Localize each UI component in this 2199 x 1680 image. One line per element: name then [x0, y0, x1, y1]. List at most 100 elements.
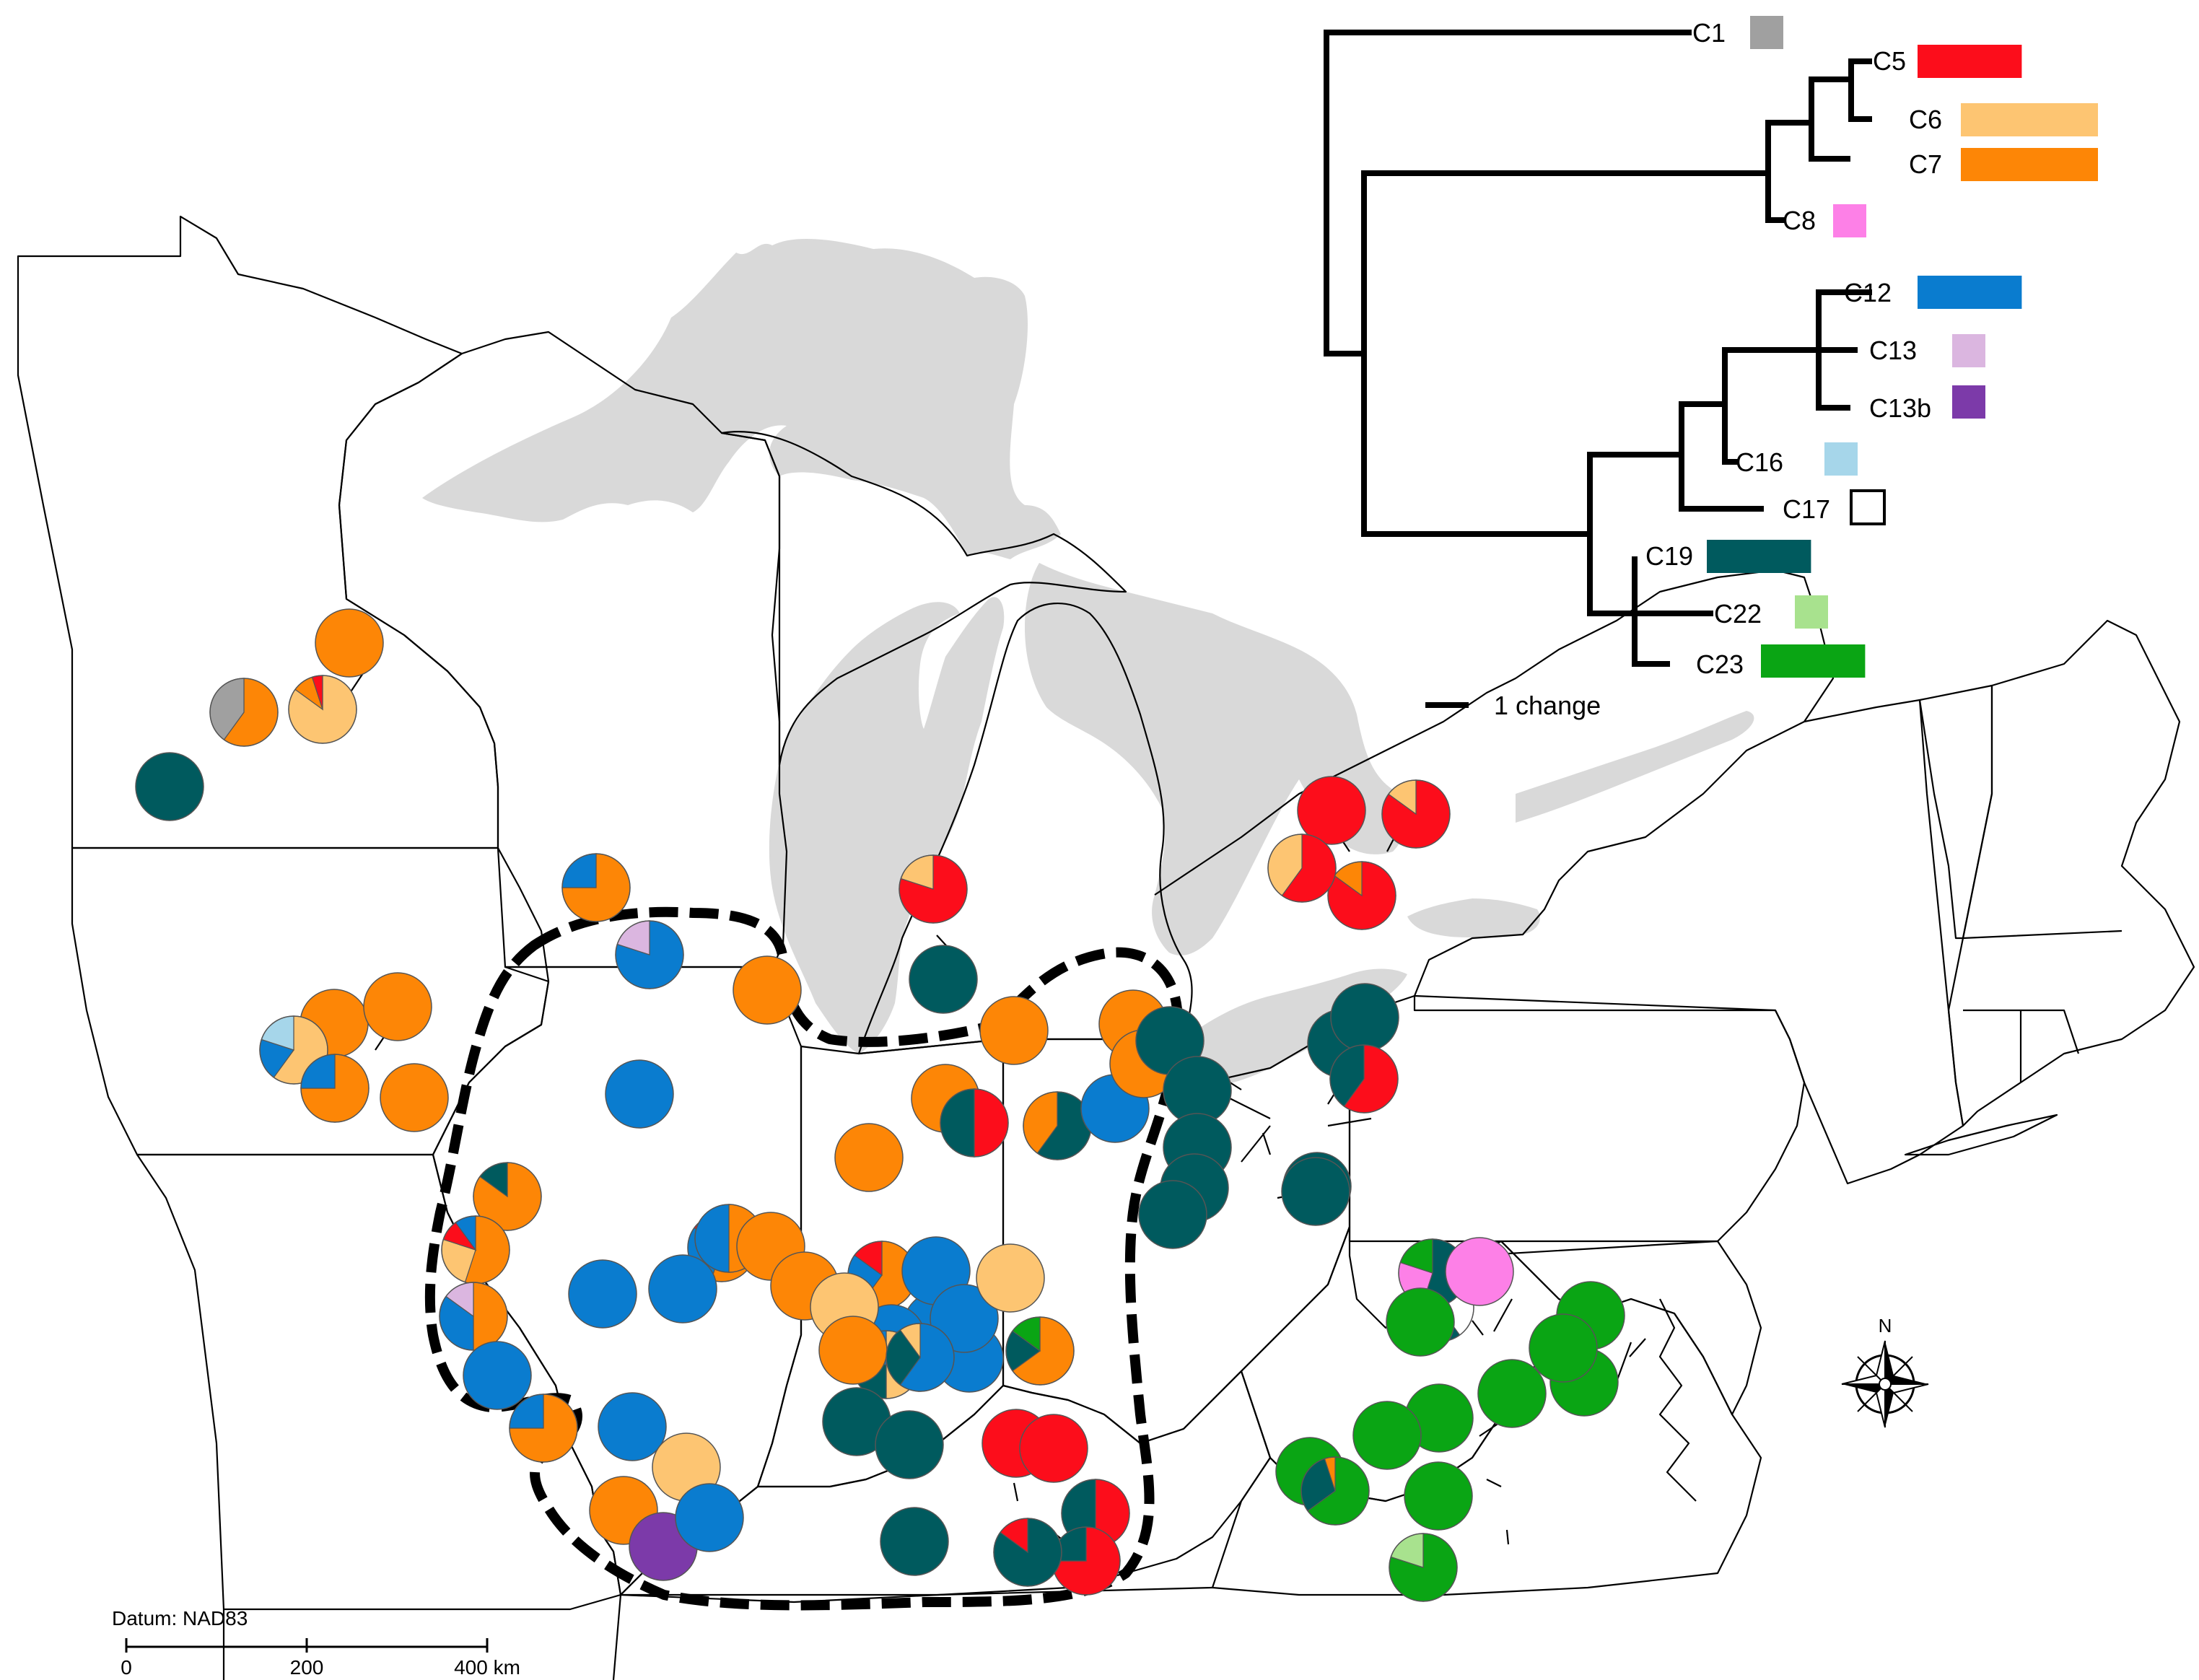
site-pie — [1297, 776, 1366, 845]
tree-branches — [1324, 30, 1872, 667]
site-pie — [979, 996, 1049, 1065]
border-chesapeake — [1658, 1298, 1697, 1502]
clade-bar-c8 — [1833, 204, 1866, 237]
site-pie — [733, 955, 802, 1025]
pie-outline — [899, 854, 968, 924]
compass-rose: N — [1841, 1315, 1929, 1428]
site-pie — [1023, 1091, 1092, 1160]
site-pie — [909, 945, 978, 1014]
site-pie — [439, 1282, 508, 1351]
clade-bar-c17 — [1850, 489, 1886, 525]
border-new-england — [1947, 619, 2195, 1127]
site-pie — [1445, 1237, 1514, 1306]
pie-slice-c23 — [1404, 1461, 1473, 1531]
site-pie — [441, 1215, 510, 1285]
pie-slice-c12 — [463, 1341, 532, 1410]
clade-label-c7: C7 — [1909, 149, 1942, 179]
clade-bar-c5 — [1918, 45, 2022, 78]
pie-slice-c7 — [834, 1123, 904, 1192]
border-michigan-up — [720, 430, 1127, 766]
pie-slice-c12 — [930, 1284, 999, 1353]
pie-outline — [209, 678, 279, 747]
site-pie — [1352, 1401, 1422, 1470]
site-pie — [993, 1518, 1062, 1587]
clade-label-c22: C22 — [1714, 599, 1762, 629]
site-pie — [568, 1259, 637, 1329]
site-pie — [288, 675, 357, 744]
clade-label-c5: C5 — [1873, 46, 1906, 76]
site-pies — [135, 608, 1625, 1602]
site-pie — [1138, 1180, 1207, 1249]
pie-slice-c12 — [675, 1483, 744, 1552]
pie-outline — [509, 1394, 578, 1463]
clade-bar-c23 — [1761, 644, 1866, 678]
scale-label-200: 200 — [290, 1656, 324, 1679]
pie-outline — [1389, 1533, 1458, 1602]
pie-outline — [615, 920, 684, 989]
site-pie — [1327, 861, 1396, 930]
pie-slice-c5 — [1019, 1414, 1088, 1483]
pie-slice-c7 — [315, 608, 384, 678]
site-pie — [940, 1088, 1009, 1158]
clade-bar-c22 — [1795, 595, 1828, 629]
pie-slice-c23 — [1352, 1401, 1422, 1470]
lake-ontario — [1407, 898, 1540, 938]
site-pie — [1404, 1461, 1473, 1531]
site-pie — [315, 608, 384, 678]
site-pie — [930, 1284, 999, 1353]
pie-outline — [1267, 834, 1337, 903]
pie-slice-c7 — [380, 1063, 449, 1132]
compass-north-label: N — [1879, 1315, 1892, 1336]
clade-label-c17: C17 — [1783, 494, 1830, 524]
pie-outline — [1300, 1456, 1370, 1526]
clade-bar-c7 — [1961, 148, 2098, 181]
pie-outline — [886, 1323, 955, 1392]
pie-slice-c7 — [818, 1316, 888, 1385]
clade-bar-c13 — [1952, 334, 1985, 367]
pie-slice-c6 — [976, 1243, 1045, 1313]
site-pie — [509, 1394, 578, 1463]
map-scale-bar: Datum: NAD83 0 200 400 km — [112, 1607, 520, 1679]
site-pie — [976, 1243, 1045, 1313]
pie-slice-c7 — [363, 972, 432, 1041]
site-pie — [1019, 1414, 1088, 1483]
scale-label-0: 0 — [121, 1656, 132, 1679]
site-pie — [1300, 1456, 1370, 1526]
clade-label-c8: C8 — [1783, 206, 1816, 235]
clade-bar-c12 — [1918, 276, 2022, 309]
site-pie — [648, 1254, 717, 1324]
site-pie — [875, 1410, 944, 1479]
pie-outline — [259, 1015, 328, 1085]
pie-slice-c19 — [880, 1507, 949, 1576]
site-pie — [1381, 779, 1451, 849]
site-pie — [463, 1341, 532, 1410]
pie-outline — [1381, 779, 1451, 849]
pie-slice-c19 — [875, 1410, 944, 1479]
clade-bar-c1 — [1750, 16, 1783, 49]
clade-label-c13b: C13b — [1869, 393, 1931, 423]
site-pie — [1529, 1313, 1598, 1383]
pie-slice-c19 — [1281, 1157, 1350, 1226]
pie-slice-c5 — [1297, 776, 1366, 845]
clade-bar-c6 — [1961, 103, 2098, 136]
pie-slice-c23 — [1477, 1359, 1547, 1428]
compass-center — [1879, 1378, 1892, 1391]
site-pie — [209, 678, 279, 747]
pie-outline — [300, 1054, 370, 1123]
scale-label-400: 400 km — [454, 1656, 520, 1679]
site-pie — [300, 1054, 370, 1123]
pie-slice-c12 — [568, 1259, 637, 1329]
phylogenetic-tree: C1 C5 C6 C7 C8 C12 C13 C13b C16 C17 C19 … — [1324, 16, 2098, 720]
datum-label: Datum: NAD83 — [112, 1607, 248, 1629]
clade-bars — [1707, 16, 2098, 678]
pie-slice-c12 — [648, 1254, 717, 1324]
pie-slice-c19 — [909, 945, 978, 1014]
clade-label-c12: C12 — [1844, 278, 1892, 307]
site-pie — [1330, 983, 1399, 1052]
site-pie — [886, 1323, 955, 1392]
pie-slice-c12 — [598, 1392, 667, 1461]
border-tennessee — [621, 1586, 1213, 1596]
border-long-island — [1904, 1114, 2058, 1156]
site-pie — [135, 752, 204, 821]
